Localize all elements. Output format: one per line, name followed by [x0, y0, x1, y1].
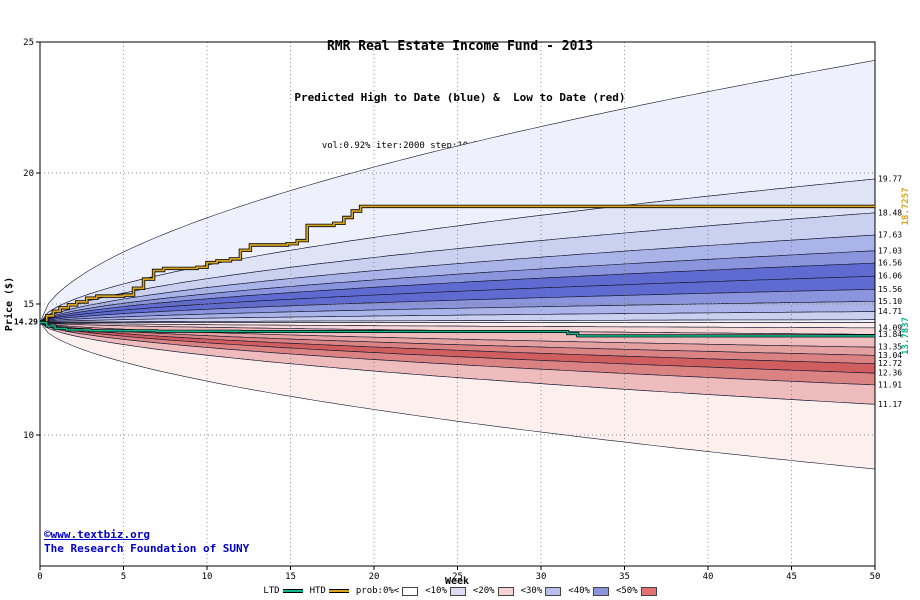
chart-title: RMR Real Estate Income Fund - 2013	[326, 38, 594, 54]
x-tick-label-15: 15	[285, 572, 296, 582]
right-axis-price-label-9: 14.09	[878, 323, 902, 332]
watermark: ©www.textbiz.org The Research Foundation…	[44, 528, 249, 556]
right-axis-price-label-5: 16.06	[878, 272, 902, 281]
legend-item-htd: HTD	[310, 586, 349, 596]
legend-item-ltd-swatch	[282, 589, 303, 593]
x-tick-label-20: 20	[369, 572, 380, 582]
y-tick-label-10: 10	[23, 431, 34, 441]
right-axis-price-label-10: 13.84	[878, 330, 902, 339]
right-axis-price-label-14: 12.36	[878, 369, 902, 378]
x-tick-label-50: 50	[870, 572, 881, 582]
legend-item-prob-1: <10%	[425, 586, 466, 596]
legend-item-prob-2: <20%	[473, 586, 514, 596]
right-axis-price-label-13: 12.72	[878, 359, 902, 368]
htd-final-value-label: 18.7257	[901, 187, 911, 225]
legend-item-prob-2-label: <20%	[472, 586, 495, 596]
x-tick-label-35: 35	[619, 572, 630, 582]
legend-item-prob-1-label: <10%	[425, 586, 447, 596]
y-tick-label-20: 20	[23, 169, 34, 179]
legend-item-prob-0-label: prob:0%<	[355, 586, 400, 596]
right-axis-price-label-6: 15.56	[878, 285, 902, 294]
right-axis-price-label-4: 16.56	[878, 259, 902, 268]
right-axis-price-label-3: 17.03	[878, 246, 902, 255]
legend-item-prob-5-label: <50%	[615, 586, 638, 596]
x-tick-label-0: 0	[37, 572, 42, 582]
legend-item-prob-3-label: <30%	[520, 586, 543, 596]
chart-header: RMR Real Estate Income Fund - 2013 Predi…	[0, 3, 920, 188]
y-tick-label-15: 15	[23, 300, 34, 310]
right-axis-price-label-0: 19.77	[878, 175, 902, 184]
legend-item-prob-0-swatch	[402, 586, 419, 596]
right-axis-price-label-1: 18.48	[878, 208, 902, 217]
chart-subtitle: Predicted High to Date (blue) & Low to D…	[294, 90, 626, 104]
legend-item-prob-1-swatch	[449, 586, 466, 596]
legend-item-prob-4: <40%	[568, 586, 609, 596]
legend-item-ltd-label: LTD	[263, 586, 280, 596]
htd-line	[40, 205, 875, 324]
legend-item-prob-5-swatch	[640, 586, 657, 596]
right-axis-price-label-2: 17.63	[878, 231, 902, 240]
legend-item-ltd: LTD	[263, 586, 303, 596]
x-axis-title: Week	[445, 576, 469, 587]
watermark-url[interactable]: ©www.textbiz.org	[44, 528, 150, 541]
legend: LTD HTD prob:0%< <10% <20% <30% <40% <50%	[0, 586, 920, 596]
start-price-label: 14.29	[14, 318, 38, 327]
legend-item-htd-swatch	[328, 589, 349, 593]
y-axis-title: Price ($)	[3, 277, 15, 331]
y-tick-label-25: 25	[23, 38, 34, 48]
watermark-org: The Research Foundation of SUNY	[44, 541, 250, 555]
right-axis-price-label-16: 11.17	[878, 400, 902, 409]
legend-item-prob-4-swatch	[592, 586, 609, 596]
legend-item-prob-3: <30%	[521, 586, 562, 596]
right-axis-price-label-12: 13.04	[878, 351, 902, 360]
ltd-final-value-label: 13.7837	[901, 317, 911, 355]
x-tick-label-10: 10	[202, 572, 213, 582]
right-axis-price-label-15: 11.91	[878, 380, 902, 389]
x-tick-label-45: 45	[786, 572, 797, 582]
legend-item-prob-0: prob:0%<	[355, 586, 419, 596]
legend-item-prob-3-swatch	[545, 586, 562, 596]
legend-item-prob-2-swatch	[497, 586, 514, 596]
x-tick-label-30: 30	[536, 572, 547, 582]
legend-item-prob-4-label: <40%	[568, 586, 590, 596]
ltd-line	[40, 321, 875, 337]
chart-layer: 0 5 10 15 20 25 30 35 40 45 50 10 15 20 25 14.29 19.77 18…	[14, 38, 911, 582]
legend-item-prob-5: <50%	[616, 586, 657, 596]
right-axis-price-label-8: 14.71	[878, 307, 902, 316]
x-tick-label-25: 25	[452, 572, 463, 582]
right-axis-price-label-11: 13.35	[878, 343, 902, 352]
x-tick-label-5: 5	[121, 572, 126, 582]
legend-item-htd-label: HTD	[309, 586, 326, 596]
x-tick-label-40: 40	[703, 572, 714, 582]
right-axis-price-label-7: 15.10	[878, 297, 902, 306]
